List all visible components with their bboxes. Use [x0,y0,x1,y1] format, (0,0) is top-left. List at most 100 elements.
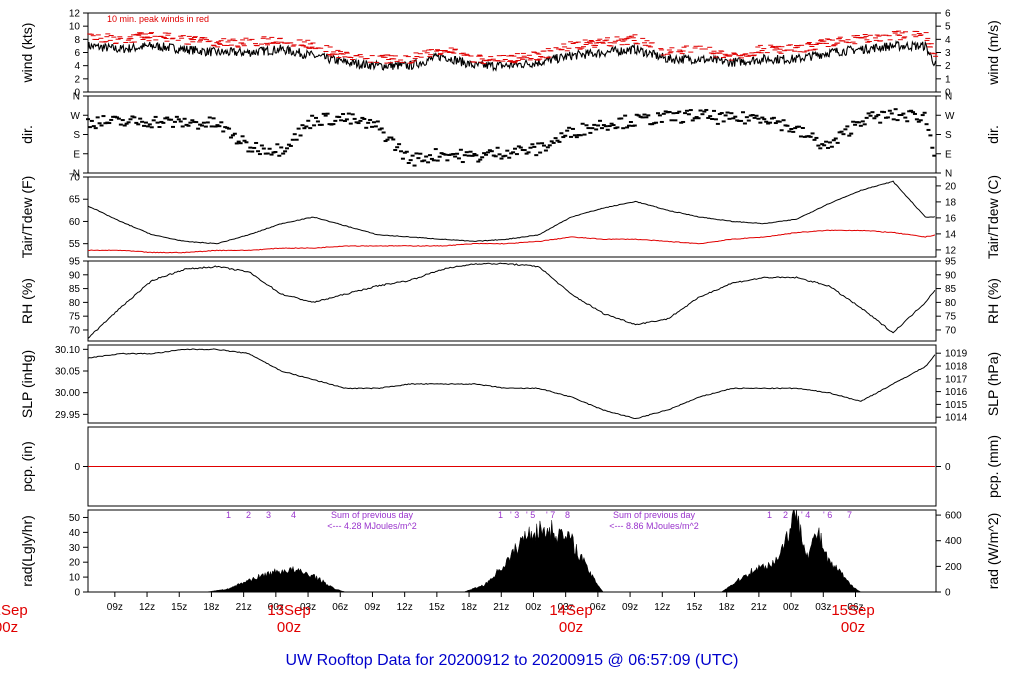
rad-area-series [88,509,936,593]
day-label-time-2: 00z [559,619,583,636]
x-tick-label: 15z [686,602,702,613]
rad-ylabel-left: rad(Lgly/hr) [19,515,35,587]
rad-hour-d1-0: 1 [226,510,231,520]
temp-series-tdew [87,229,936,254]
rad-hour-d2-3: ' 7 [546,510,555,520]
temp-ytick-label-left: 60 [69,217,81,228]
rad-ylabel-right: rad (W/m^2) [985,513,1001,590]
x-tick-label: 18z [719,602,735,613]
slp-ytick-label-left: 29.95 [55,410,80,421]
rh-series-rh [87,262,936,339]
x-tick-label: 09z [364,602,380,613]
wind-series-wind-speed [87,40,937,72]
rh-ytick-label-left: 70 [69,325,81,336]
slp-ytick-label-right: 1019 [945,349,968,360]
x-tick-label: 03z [300,602,316,613]
slp-ylabel-right: SLP (hPa) [985,352,1001,416]
day-label-time-1: 00z [277,619,301,636]
dir-ylabel-right: dir. [985,125,1001,144]
pcp-ytick-label-right: 0 [945,462,951,473]
wind-ytick-label-right: 0 [945,88,951,99]
rad-hour-d3-4: 7 [847,510,852,520]
rad-ytick-label-left: 40 [69,528,81,539]
rh-ytick-label-right: 80 [945,298,957,309]
rad-ytick-label-right: 200 [945,562,962,573]
rad-annotation-day2-line1: Sum of previous day [331,510,414,520]
wind-ytick-label-left: 2 [74,74,80,85]
x-tick-label: 12z [654,602,670,613]
dir-ytick-label-left: N [73,169,80,180]
rh-ytick-label-right: 95 [945,257,957,268]
temp-ytick-label-right: 16 [945,213,957,224]
pcp-ylabel-left: pcp. (in) [19,441,35,492]
temp-ytick-label-left: 70 [69,173,81,184]
x-tick-label: 09z [107,602,123,613]
dir-ytick-label-right: N [945,169,952,180]
dir-ytick-label-left: N [73,92,80,103]
rad-hour-d2-0: 1 [498,510,503,520]
day-label-date-0: 12Sep [0,602,28,619]
rad-hour-d3-1: 2 [783,510,788,520]
rad-ytick-label-left: 50 [69,513,81,524]
temp-ytick-label-right: 14 [945,229,957,240]
dir-ytick-label-right: W [945,111,955,122]
temp-ytick-label-right: 12 [945,245,957,256]
wind-annotation: 10 min. peak winds in red [107,14,209,24]
pcp-ylabel-right: pcp. (mm) [985,435,1001,498]
dir-panel-frame [87,95,937,174]
slp-ylabel-left: SLP (inHg) [19,350,35,418]
dir-ytick-label-left: E [73,149,80,160]
temp-ytick-label-right: 18 [945,197,957,208]
rh-ytick-label-left: 95 [69,257,81,268]
rh-panel-frame [87,260,937,342]
temp-ytick-label-left: 55 [69,239,81,250]
x-tick-label: 03z [815,602,831,613]
dir-ytick-label-left: W [71,111,81,122]
x-tick-label: 15z [171,602,187,613]
rh-ylabel-left: RH (%) [19,278,35,324]
temp-series-tair [87,180,936,245]
footer-title: UW Rooftop Data for 20200912 to 20200915… [286,652,739,669]
rad-hour-d3-0: 1 [767,510,772,520]
wind-ytick-label-right: 6 [945,9,951,20]
temp-panel-frame [87,176,937,258]
wind-ytick-label-left: 10 [69,22,81,33]
day-label-time-0: 00z [0,619,18,636]
dir-ytick-label-right: E [945,149,952,160]
slp-ytick-label-right: 1014 [945,413,968,424]
wind-ytick-label-right: 1 [945,74,951,85]
wind-panel-frame [87,12,937,93]
temp-ytick-label-right: 20 [945,181,957,192]
rad-ytick-label-right: 400 [945,536,962,547]
rad-annotation-day3-line1: Sum of previous day [613,510,696,520]
day-label-date-3: 15Sep [831,602,874,619]
rad-hour-d2-4: 8 [565,510,570,520]
rh-ytick-label-right: 75 [945,312,957,323]
rad-ytick-label-left: 10 [69,573,81,584]
temp-ylabel-left: Tair/Tdew (F) [19,176,35,258]
rh-ytick-label-left: 75 [69,312,81,323]
slp-series-slp [87,348,936,420]
rad-hour-d1-3: 4 [291,510,296,520]
dir-ytick-label-right: S [945,130,952,141]
temp-ylabel-right: Tair/Tdew (C) [985,175,1001,259]
x-tick-label: 21z [751,602,767,613]
rad-ytick-label-right: 0 [945,588,951,599]
rh-ytick-label-right: 90 [945,270,957,281]
day-label-date-1: 13Sep [267,602,310,619]
wind-ytick-label-left: 6 [74,48,80,59]
x-tick-label: 15z [429,602,445,613]
x-tick-label: 00z [783,602,799,613]
x-tick-label: 09z [622,602,638,613]
wind-ylabel-left: wind (kts) [19,23,35,84]
rad-hour-d3-3: ' 6 [823,510,832,520]
slp-ytick-label-left: 30.00 [55,388,80,399]
x-tick-label: 12z [397,602,413,613]
rad-ytick-label-left: 20 [69,558,81,569]
slp-ytick-label-right: 1016 [945,387,968,398]
x-tick-label: 03z [558,602,574,613]
x-tick-label: 21z [236,602,252,613]
wind-ytick-label-left: 12 [69,9,81,20]
rh-ytick-label-left: 90 [69,270,81,281]
rh-ytick-label-right: 85 [945,284,957,295]
